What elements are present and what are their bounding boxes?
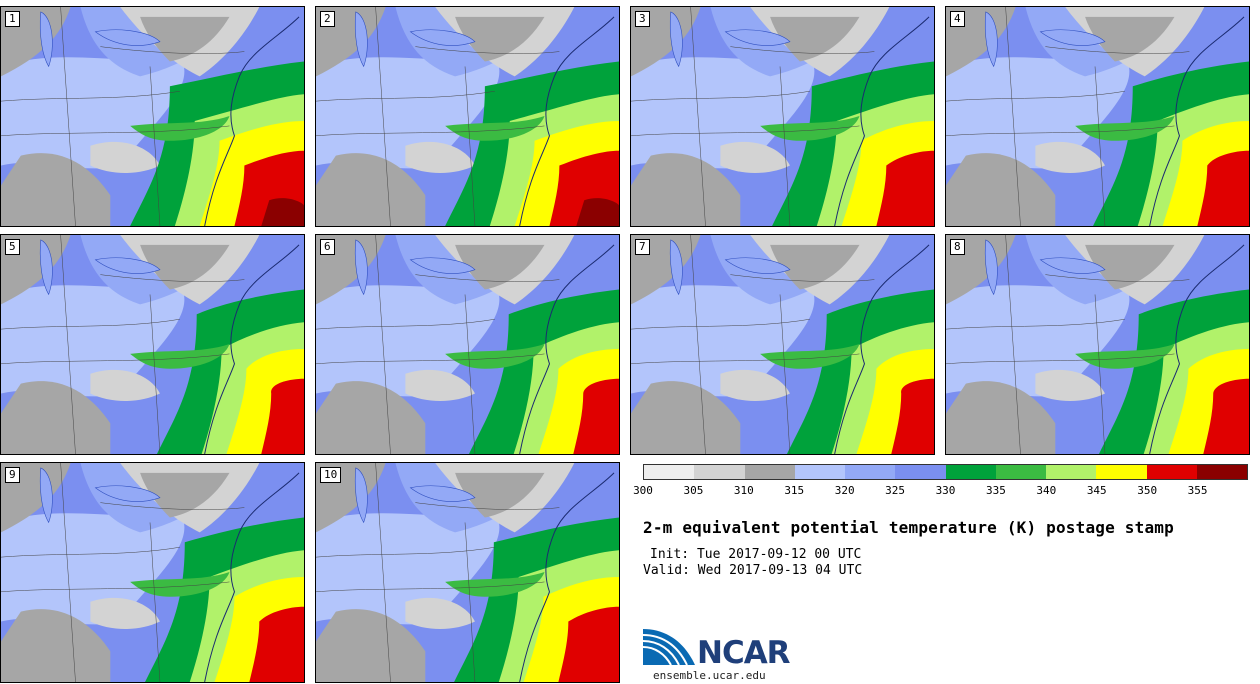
postage-stamp-map[interactable]: 10 [315, 462, 620, 683]
postage-stamp-map[interactable]: 8 [945, 234, 1250, 455]
colorbar-bin [1096, 465, 1147, 479]
stamp-member-label: 5 [5, 239, 20, 255]
init-time: Init: Tue 2017-09-12 00 UTC [650, 547, 862, 562]
ncar-logo[interactable]: NCAR ensemble.ucar.edu [642, 627, 793, 682]
colorbar-bin [1196, 465, 1247, 479]
stamp-member-label: 3 [635, 11, 650, 27]
stamp-member-label: 6 [320, 239, 335, 255]
stamp-field [631, 235, 934, 454]
stamp-member-label: 10 [320, 467, 342, 483]
stamp-member-label: 1 [5, 11, 20, 27]
valid-time: Valid: Wed 2017-09-13 04 UTC [643, 563, 863, 578]
colorbar-tick-label: 355 [1187, 484, 1208, 497]
colorbar-bin [945, 465, 996, 479]
colorbar-bin [845, 465, 896, 479]
stamp-member-label: 9 [5, 467, 20, 483]
colorbar [643, 464, 1248, 480]
colorbar-tick-label: 320 [834, 484, 855, 497]
ncar-swoosh-icon [642, 629, 695, 666]
colorbar-tick-label: 335 [985, 484, 1006, 497]
colorbar-tick-label: 325 [885, 484, 906, 497]
colorbar-ticks: 300 305 310 315 320 325 330 335 340 345 350 355 [633, 480, 1248, 497]
stamp-member-label: 7 [635, 239, 650, 255]
postage-stamp-map[interactable]: 6 [315, 234, 620, 455]
colorbar-tick-label: 300 [633, 484, 653, 497]
postage-stamp-map[interactable]: 2 [315, 6, 620, 227]
ncar-wordmark: NCAR [697, 635, 791, 671]
colorbar-bin [694, 465, 745, 479]
colorbar-bin [644, 465, 695, 479]
postage-stamp-map[interactable]: 1 [0, 6, 305, 227]
colorbar-bin [1146, 465, 1197, 479]
colorbar-bin [895, 465, 946, 479]
colorbar-bin [995, 465, 1046, 479]
colorbar-tick-label: 305 [683, 484, 704, 497]
stamp-field [631, 7, 934, 226]
page-title: 2-m equivalent potential temperature (K)… [643, 518, 1174, 537]
colorbar-bin [744, 465, 795, 479]
stamp-field [1, 235, 304, 454]
colorbar-tick-label: 315 [784, 484, 805, 497]
stamp-field [316, 235, 619, 454]
postage-stamp-map[interactable]: 7 [630, 234, 935, 455]
colorbar-tick-label: 350 [1137, 484, 1158, 497]
postage-stamp-map[interactable]: 5 [0, 234, 305, 455]
stamp-field [946, 7, 1249, 226]
stamp-member-label: 2 [320, 11, 335, 27]
colorbar-tick-label: 310 [733, 484, 754, 497]
colorbar-bin [794, 465, 845, 479]
postage-stamp-map[interactable]: 3 [630, 6, 935, 227]
colorbar-bin [1046, 465, 1097, 479]
color-legend: 300 305 310 315 320 325 330 335 340 345 350 355 [633, 464, 1248, 497]
stamp-field [316, 463, 619, 682]
stamp-field [1, 7, 304, 226]
postage-stamp-map[interactable]: 4 [945, 6, 1250, 227]
colorbar-tick-label: 345 [1086, 484, 1107, 497]
colorbar-tick-label: 340 [1036, 484, 1057, 497]
stamp-member-label: 4 [950, 11, 965, 27]
stamp-field [1, 463, 304, 682]
logo-url: ensemble.ucar.edu [653, 669, 766, 682]
stamp-field [946, 235, 1249, 454]
postage-stamp-map[interactable]: 9 [0, 462, 305, 683]
stamp-field [316, 7, 619, 226]
stamp-member-label: 8 [950, 239, 965, 255]
colorbar-tick-label: 330 [935, 484, 956, 497]
